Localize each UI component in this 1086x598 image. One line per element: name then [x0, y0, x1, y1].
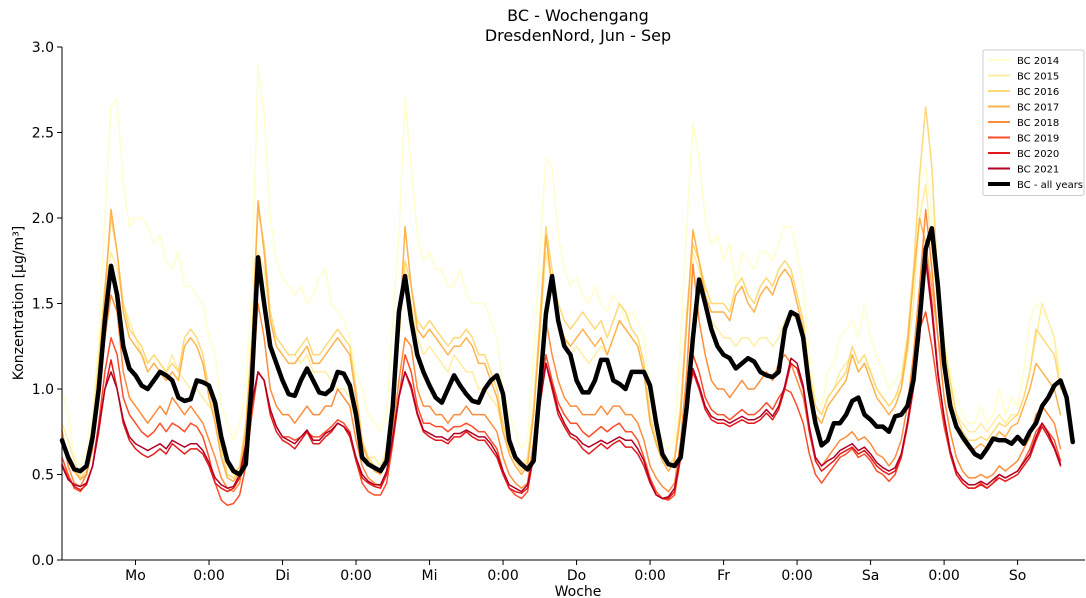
legend-label: BC - all years — [1017, 180, 1083, 191]
x-tick-label: Mi — [422, 568, 438, 584]
legend-box — [982, 49, 1085, 196]
y-tick-label: 2.0 — [32, 211, 54, 227]
series-line-4 — [61, 208, 1062, 493]
series-line-0 — [61, 63, 1062, 467]
y-tick-label: 1.5 — [32, 297, 54, 313]
x-tick-label: Mo — [125, 568, 146, 584]
legend-label: BC 2015 — [1017, 72, 1059, 83]
y-tick-label: 1.0 — [32, 382, 54, 398]
x-tick-label: 0:00 — [487, 568, 518, 584]
legend: BC 2014 BC 2015 BC 2016 BC 2017 BC 2018 BC 20… — [982, 49, 1085, 196]
legend-label: BC 2014 — [1017, 56, 1059, 67]
legend-label: BC 2021 — [1017, 165, 1059, 176]
x-tick-label: Sa — [862, 568, 879, 584]
x-tick-label: Do — [567, 568, 586, 584]
chart-title: BC - Wochengang — [507, 6, 649, 25]
x-tick-label: 0:00 — [193, 568, 224, 584]
series-line-5 — [61, 311, 1062, 507]
legend-label: BC 2018 — [1017, 118, 1059, 129]
x-tick-label: 0:00 — [340, 568, 371, 584]
x-tick-label: 0:00 — [781, 568, 812, 584]
y-tick-label: 3.0 — [32, 40, 54, 56]
y-axis-title: Konzentration [µg/m³] — [11, 226, 27, 381]
x-tick-label: 0:00 — [634, 568, 665, 584]
x-tick-label: Fr — [717, 568, 730, 584]
x-tick-label: So — [1009, 568, 1026, 584]
y-tick-label: 2.5 — [32, 126, 54, 142]
x-tick-label: 0:00 — [928, 568, 959, 584]
y-tick-label: 0.5 — [32, 468, 54, 484]
legend-label: BC 2016 — [1017, 87, 1059, 98]
axes-layer: 0.0 0.5 1.0 1.5 2.0 2.5 3.0 Mo 0:00 Di 0:00 Mi 0:00 D… — [32, 40, 1085, 584]
x-tick-label: Di — [275, 568, 290, 584]
series-line-6 — [61, 251, 1062, 500]
legend-label: BC 2020 — [1017, 149, 1059, 160]
series-line-8 — [59, 226, 1075, 477]
legend-label: BC 2017 — [1017, 103, 1059, 114]
legend-label: BC 2019 — [1017, 134, 1059, 145]
chart-subtitle: DresdenNord, Jun - Sep — [485, 26, 671, 45]
x-axis-title: Woche — [555, 584, 602, 598]
y-tick-label: 0.0 — [32, 553, 54, 569]
series-layer — [59, 63, 1075, 507]
series-line-2 — [61, 106, 1062, 479]
series-line-7 — [61, 260, 1062, 500]
